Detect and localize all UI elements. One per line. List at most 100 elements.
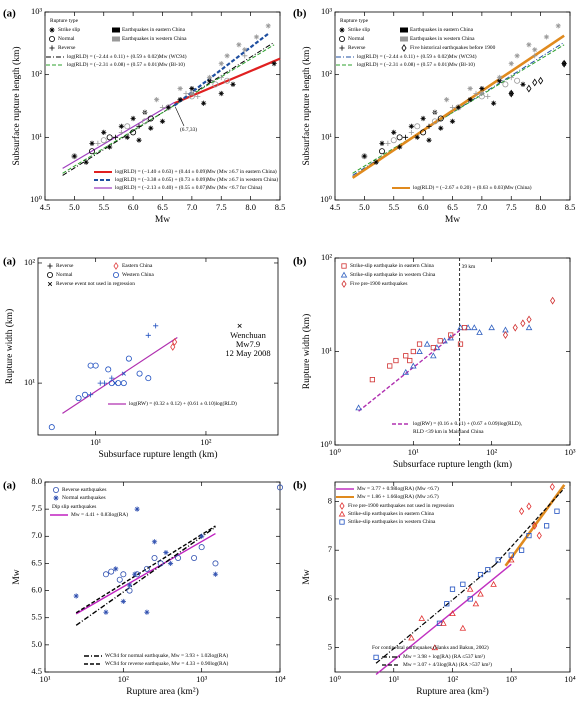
data-point [145, 375, 152, 382]
data-point [408, 129, 414, 135]
x-tick-label: 5.5 [98, 202, 109, 212]
fit-line [358, 329, 461, 412]
legend-label: Earthquakes in eastern China [410, 27, 474, 33]
panel-label: (a) [3, 256, 16, 268]
legend-marker [400, 27, 408, 33]
data-point [124, 134, 130, 140]
legend-label: Western China [122, 272, 154, 278]
legend-label: log(RLD) = (−3.38 ± 0.65) + (0.73 ± 0.09… [115, 176, 278, 183]
data-point [440, 619, 447, 626]
legend-label: Mw = 1.86 + 1.66log(RA) (Mw ≥6.7) [357, 493, 439, 500]
data-point [378, 148, 385, 155]
data-point [410, 362, 417, 369]
y-tick-label: 10¹ [31, 131, 43, 141]
data-point [172, 338, 178, 346]
data-point [485, 567, 491, 573]
data-point [361, 153, 367, 159]
data-point [473, 90, 479, 97]
data-point [508, 74, 514, 81]
y-tick-label: 7.0 [31, 530, 42, 540]
data-point [526, 502, 532, 511]
x-tick-label: 7.5 [216, 202, 227, 212]
data-point [512, 323, 518, 332]
data-point [165, 104, 171, 111]
x-tick-label: 10² [200, 437, 212, 447]
data-point [236, 42, 242, 48]
y-tick-label: 8.0 [31, 476, 42, 486]
legend-title: Rupture type [340, 18, 369, 24]
data-point [108, 568, 115, 575]
legend-marker [338, 510, 346, 517]
data-point [455, 104, 461, 111]
data-point [448, 332, 454, 338]
data-point [106, 134, 113, 141]
data-point [136, 137, 142, 143]
data-point [508, 90, 514, 97]
data-point [554, 508, 560, 514]
panel-label: (b) [293, 8, 307, 20]
legend-marker [53, 486, 60, 493]
data-point [379, 140, 385, 147]
y-tick-label: 10³ [31, 6, 43, 16]
x-tick-label: 6.5 [157, 202, 168, 212]
fit-line [504, 484, 566, 567]
data-point [130, 115, 136, 122]
data-point [496, 74, 503, 81]
legend-marker [339, 519, 345, 525]
x-tick-label: 4.5 [40, 202, 51, 212]
x-axis-label: Subsurface rupture length (km) [99, 449, 218, 460]
data-point [212, 560, 219, 567]
data-point [212, 571, 219, 577]
legend-label: Strike-slip earthquake in western China [350, 272, 436, 278]
x-tick-label: 10² [447, 674, 459, 684]
legend-label: Strike slip [58, 27, 80, 33]
data-point [532, 47, 538, 53]
legend-label: Mw = 3.77 + 0.98log(RA) (Mw <6.7) [357, 485, 439, 492]
data-point [145, 332, 151, 338]
data-point [467, 97, 473, 103]
data-point [177, 85, 183, 92]
y-tick-label: 10² [24, 257, 36, 267]
y-tick-label: 7.5 [31, 503, 42, 513]
data-point [134, 506, 140, 512]
data-point [467, 85, 473, 92]
data-point [159, 104, 166, 111]
data-point [118, 129, 124, 135]
y-tick-label: 4.5 [31, 666, 42, 676]
legend-marker [49, 36, 56, 43]
legend-label: Reverse [58, 45, 76, 51]
fit-line [375, 563, 512, 675]
x-axis-label: Mw [445, 215, 460, 225]
legend-label: log(RLD) = (−2.44 ± 0.11) + (0.59 ± 0.02… [67, 53, 187, 60]
data-point [431, 118, 438, 125]
data-point [508, 61, 514, 67]
legend-label: WC94 for reverse earthquake, Mw = 4.33 +… [105, 660, 228, 667]
legend-label: Mw = 3.98 + log(RA) (RA ≤537 km²) [403, 653, 485, 660]
legend-marker [112, 36, 120, 42]
plot-frame [37, 257, 279, 436]
x-axis-label: Subsurface rupture length (km) [393, 459, 512, 470]
data-point [116, 576, 123, 583]
legend-title: Dip slip earthquakes [52, 504, 96, 510]
data-point [476, 328, 483, 335]
y-tick-label: 10² [321, 252, 333, 262]
data-point [218, 61, 224, 67]
data-point [449, 586, 456, 592]
x-tick-label: 10³ [506, 674, 518, 684]
data-point [408, 634, 415, 641]
data-point [430, 345, 436, 351]
data-point [420, 129, 427, 136]
data-point [355, 404, 362, 411]
data-point [224, 53, 230, 59]
data-point [199, 533, 205, 539]
data-point [561, 59, 567, 68]
legend-marker [47, 271, 54, 278]
data-point [416, 348, 423, 354]
data-point [457, 324, 464, 331]
x-tick-label: 5.0 [69, 202, 80, 212]
data-point [120, 598, 126, 605]
data-point [508, 89, 514, 98]
data-point [130, 129, 137, 136]
data-point [361, 153, 368, 160]
